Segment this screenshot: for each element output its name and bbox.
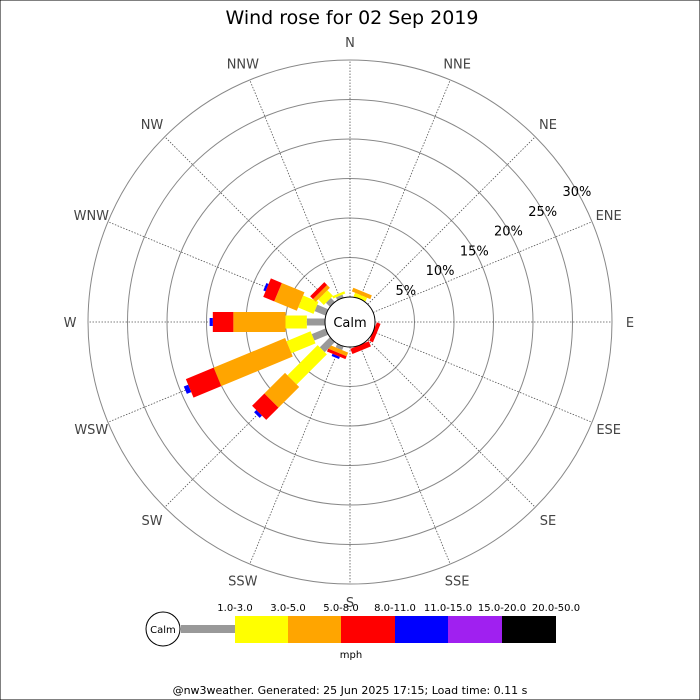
spoke-ene	[372, 221, 593, 313]
bar-nne-bin-1	[353, 292, 368, 302]
bar-nnw-bin-0	[335, 294, 344, 301]
bar-nne-bin-2	[351, 287, 372, 300]
legend-swatch-4	[395, 616, 448, 643]
direction-label-ne: NE	[539, 118, 557, 133]
legend-swatch-3	[341, 616, 395, 643]
bar-nnw-bin-1	[332, 291, 346, 299]
bar-nw-bin-2	[312, 284, 330, 302]
grid-ring-20	[166, 138, 534, 506]
bar-wnw-bin-3	[263, 278, 282, 302]
bar-wnw-bin-2	[274, 282, 305, 311]
spoke-se	[367, 339, 536, 508]
bar-sw-bin-3	[252, 393, 279, 420]
legend-label-3: 8.0-11.0	[374, 603, 416, 614]
legend-swatch-2	[288, 616, 341, 643]
spoke-nw	[164, 136, 333, 305]
direction-label-sse: SSE	[445, 575, 470, 590]
legend-calm-circle	[145, 611, 181, 647]
legend-swatch-1	[235, 616, 288, 643]
bar-wnw-bin-0	[314, 304, 329, 316]
bar-sw-bin-0	[319, 337, 335, 353]
direction-label-ese: ESE	[596, 423, 621, 438]
chart-title: Wind rose for 02 Sep 2019	[225, 7, 478, 29]
legend-swatch-0	[181, 625, 235, 633]
calm-circle	[324, 296, 376, 348]
legend-label-5: 15.0-20.0	[478, 603, 526, 614]
direction-label-se: SE	[540, 514, 556, 529]
speed-legend: Calm mph 1.0-3.0 3.0-5.0 5.0-8.0 8.0-11.0 11…	[145, 603, 580, 661]
bar-nw-bin-3	[310, 282, 328, 300]
bar-sw-bin-2	[264, 372, 300, 408]
bar-wsw-bin-3	[185, 367, 222, 398]
bar-ese-bin-3	[369, 322, 381, 343]
wind-bars	[183, 278, 381, 420]
spoke-sse	[359, 344, 451, 565]
bar-sw-bin-1	[287, 345, 327, 385]
legend-label-1: 3.0-5.0	[270, 603, 305, 614]
spoke-nne	[359, 79, 451, 300]
direction-label-wsw: WSW	[74, 423, 108, 438]
bar-nw-bin-1	[318, 290, 334, 306]
calm-center: Calm	[324, 296, 376, 348]
direction-label-n: N	[345, 36, 355, 51]
direction-label-e: E	[626, 316, 634, 331]
grid-ring-30	[87, 59, 613, 585]
grid-ring-25	[127, 99, 573, 545]
bar-ssw-bin-0	[335, 343, 344, 351]
legend-swatch-5	[448, 616, 502, 643]
direction-label-nw: NW	[141, 118, 164, 133]
bar-wnw-bin-4	[263, 283, 269, 292]
direction-label-nne: NNE	[443, 57, 471, 72]
direction-label-s: S	[346, 596, 354, 611]
legend-label-0: 1.0-3.0	[217, 603, 252, 614]
direction-label-ssw: SSW	[228, 575, 258, 590]
legend-label-2: 5.0-8.0	[323, 603, 358, 614]
spoke-nnw	[249, 79, 341, 300]
bar-wnw-bin-1	[298, 295, 319, 314]
ring-labels: 5% 10% 15% 20% 25% 30%	[396, 185, 592, 299]
legend-unit-label: mph	[340, 650, 362, 661]
direction-label-wnw: WNW	[74, 209, 110, 224]
bar-wsw-bin-2	[213, 338, 293, 387]
spoke-ssw	[249, 344, 341, 565]
bar-wsw-bin-4	[183, 384, 192, 394]
direction-label-w: W	[64, 316, 77, 331]
legend-label-6: 20.0-50.0	[532, 603, 580, 614]
bar-wsw-bin-0	[311, 328, 329, 341]
bar-wsw-bin-1	[286, 331, 316, 354]
direction-label-sw: SW	[141, 514, 162, 529]
bar-nw-bin-0	[325, 297, 335, 307]
ring-label-10: 10%	[426, 264, 455, 279]
footer-text: @nw3weather. Generated: 25 Jun 2025 17:1…	[173, 684, 528, 697]
spoke-ese	[372, 331, 593, 423]
legend-label-4: 11.0-15.0	[424, 603, 472, 614]
legend-swatch-6	[502, 616, 556, 643]
ring-label-30: 30%	[562, 185, 591, 200]
bar-ssw-bin-3	[326, 348, 347, 360]
bar-ssw-bin-2	[328, 344, 349, 357]
direction-label-ene: ENE	[596, 209, 622, 224]
spoke-ne	[367, 136, 536, 305]
direction-label-nnw: NNW	[227, 57, 259, 72]
ring-label-15: 15%	[460, 244, 489, 259]
ring-label-20: 20%	[494, 225, 523, 240]
direction-labels: N NNE NE ENE E ESE SE SSE S SSW SW WSW W WNW NW NNW	[64, 36, 635, 611]
legend-calm-label: Calm	[150, 625, 176, 636]
bar-sw-bin-4	[254, 410, 262, 418]
bar-ssw-bin-4	[331, 353, 340, 360]
bar-sse-bin-3	[350, 341, 371, 355]
ring-label-25: 25%	[528, 205, 557, 220]
ring-label-5: 5%	[396, 284, 417, 299]
calm-label: Calm	[333, 316, 366, 331]
